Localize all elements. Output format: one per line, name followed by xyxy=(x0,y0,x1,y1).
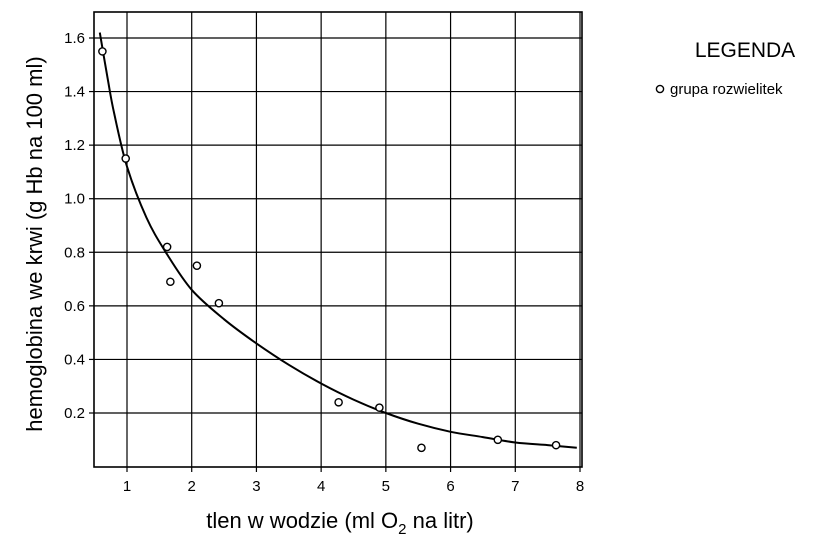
y-tick-label: 1.2 xyxy=(64,137,85,154)
y-axis-ticks: 0.2 0.4 0.6 0.8 1.0 1.2 1.4 1.6 xyxy=(64,30,94,422)
data-point xyxy=(551,440,561,450)
legend-label: grupa rozwielitek xyxy=(670,81,783,98)
x-tick-label: 2 xyxy=(188,478,196,495)
data-point xyxy=(493,435,503,445)
x-tick-label: 5 xyxy=(382,478,390,495)
data-point xyxy=(162,242,172,252)
legend: LEGENDA grupa rozwielitek xyxy=(655,39,795,98)
data-point xyxy=(121,154,131,163)
data-point xyxy=(98,47,107,56)
x-tick-label: 7 xyxy=(511,478,519,495)
y-tick-label: 0.4 xyxy=(64,351,85,368)
grid xyxy=(94,12,582,467)
data-point xyxy=(334,397,343,407)
x-tick-label: 1 xyxy=(123,478,131,495)
legend-marker-open-circle xyxy=(655,84,665,94)
plot-frame xyxy=(93,11,583,468)
data-points xyxy=(98,47,561,453)
y-tick-label: 0.6 xyxy=(64,298,85,315)
x-tick-label: 6 xyxy=(446,478,454,495)
x-tick-label: 8 xyxy=(576,478,584,495)
y-tick-label: 0.2 xyxy=(64,405,85,422)
data-point xyxy=(375,403,384,412)
x-axis-ticks: 1 2 3 4 5 6 7 8 xyxy=(123,467,584,495)
x-axis-title: tlen w wodzie (ml O2 na litr) xyxy=(206,508,474,536)
x-tick-label: 3 xyxy=(252,478,260,495)
y-tick-label: 1.6 xyxy=(64,30,85,47)
data-point xyxy=(166,277,175,287)
y-tick-label: 0.8 xyxy=(64,244,85,261)
data-point xyxy=(417,443,426,453)
data-point xyxy=(214,298,224,308)
legend-title: LEGENDA xyxy=(695,39,795,62)
y-tick-label: 1.4 xyxy=(64,84,85,101)
trend-curve xyxy=(98,32,577,449)
x-tick-label: 4 xyxy=(317,478,325,495)
y-tick-label: 1.0 xyxy=(64,191,85,208)
y-axis-title: hemoglobina we krwi (g Hb na 100 ml) xyxy=(22,56,47,431)
data-point xyxy=(192,261,202,270)
